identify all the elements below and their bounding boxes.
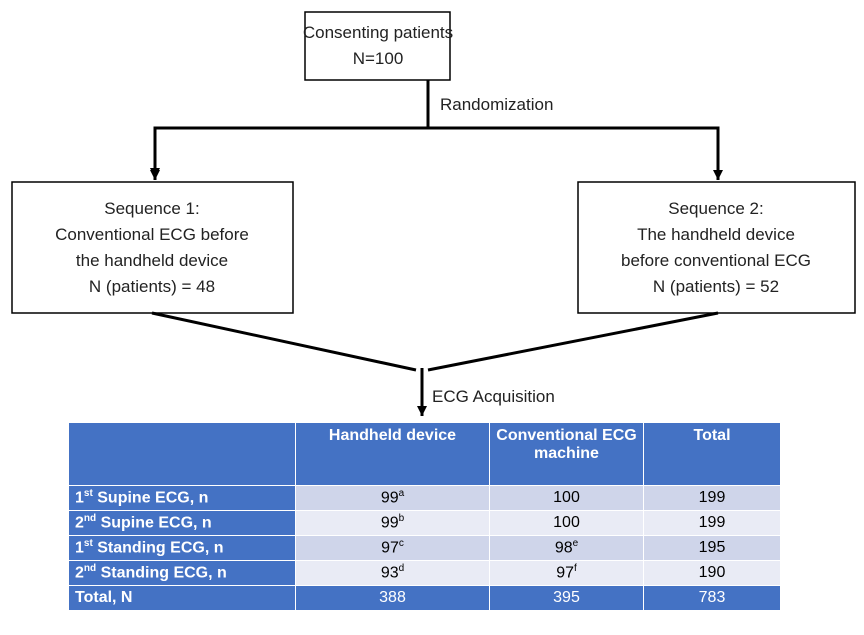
sequence-text: Conventional ECG before	[55, 225, 249, 244]
data-cell: 98e	[489, 535, 644, 561]
cell-value: 199	[698, 489, 726, 506]
cell-value: 388	[379, 589, 406, 606]
table-row: 2nd Supine ECG, n 99b 100 199	[68, 510, 781, 536]
data-cell: 99a	[295, 485, 490, 511]
data-cell: 100	[489, 485, 644, 511]
cell-value: 190	[698, 564, 726, 581]
header-cell: Conventional ECG machine	[489, 422, 644, 486]
split-line	[150, 126, 720, 178]
row-label: 2nd Standing ECG, n	[68, 560, 296, 586]
label-text: Supine ECG, n	[96, 514, 212, 532]
row-label: 2nd Supine ECG, n	[68, 510, 296, 536]
ordinal: 1	[75, 539, 84, 557]
footnote-mark: f	[574, 563, 577, 575]
ordinal-suffix: nd	[83, 513, 97, 525]
footnote-mark: a	[398, 488, 405, 500]
randomization-label: Randomization	[440, 95, 553, 114]
footnote-mark: b	[398, 513, 405, 525]
sequence-text: Sequence 2:	[668, 199, 763, 218]
data-cell: 395	[489, 585, 644, 611]
connector	[427, 311, 719, 372]
row-label: Total, N	[68, 585, 296, 611]
sequence-text: N (patients) = 48	[89, 277, 215, 296]
cell-value: 93	[380, 564, 399, 582]
footnote-mark: c	[398, 538, 404, 550]
header-row: Handheld device Conventional ECG machine T…	[68, 422, 781, 486]
header-cell: Total	[643, 422, 781, 486]
acquisition-label: ECG Acquisition	[432, 387, 555, 406]
table-row: 2nd Standing ECG, n 93d 97f 190	[68, 560, 781, 586]
label-text: Supine ECG, n	[92, 489, 209, 507]
table-row: 1st Standing ECG, n 97c 98e 195	[68, 535, 781, 561]
sequence-text: the handheld device	[76, 251, 228, 270]
cell-value: 98	[554, 539, 573, 557]
cell-value: 195	[698, 539, 726, 556]
table-row: Total, N 388 395 783	[68, 585, 781, 611]
footnote-mark: d	[398, 563, 405, 575]
cell-value: 783	[698, 589, 726, 606]
header-cell	[68, 422, 296, 486]
cell-value: 100	[553, 489, 580, 506]
data-cell: 195	[643, 535, 781, 561]
data-cell: 190	[643, 560, 781, 586]
row-label: 1st Standing ECG, n	[68, 535, 296, 561]
ordinal-suffix: nd	[83, 563, 97, 575]
cell-value: 199	[698, 514, 726, 531]
row-label: 1st Supine ECG, n	[68, 485, 296, 511]
ordinal: 2	[75, 514, 84, 532]
connector	[151, 311, 417, 372]
flowchart: Consenting patients N=100 Randomization …	[11, 11, 856, 416]
cell-value: 395	[553, 589, 580, 606]
cell-value: 100	[553, 514, 580, 531]
data-cell: 93d	[295, 560, 490, 586]
sequence-box	[11, 181, 294, 314]
cell-value: 99	[380, 489, 399, 507]
results-table: Handheld device Conventional ECG machine T…	[68, 422, 781, 611]
data-cell: 100	[489, 510, 644, 536]
cell-value: 97	[556, 564, 574, 582]
sequence-text: Sequence 1:	[104, 199, 199, 218]
ordinal: 1	[75, 489, 84, 507]
label-text: Standing ECG, n	[92, 539, 224, 557]
data-cell: 97f	[489, 560, 644, 586]
header-cell: Handheld device	[295, 422, 490, 486]
table-row: 1st Supine ECG, n 99a 100 199	[68, 485, 781, 511]
label-text: Standing ECG, n	[96, 564, 227, 582]
data-cell: 199	[643, 485, 781, 511]
sequence-text: The handheld device	[637, 225, 795, 244]
start-text: Consenting patients	[303, 23, 453, 42]
ordinal-suffix: st	[83, 488, 93, 500]
data-cell: 199	[643, 510, 781, 536]
start-box	[304, 11, 451, 81]
data-cell: 97c	[295, 535, 490, 561]
cell-value: 99	[380, 514, 399, 532]
sequence-text: before conventional ECG	[621, 251, 811, 270]
sequence-box	[577, 181, 856, 314]
sequence-text: N (patients) = 52	[653, 277, 779, 296]
footnote-mark: e	[572, 538, 579, 550]
start-text: N=100	[353, 49, 404, 68]
cell-value: 97	[381, 539, 399, 557]
data-cell: 388	[295, 585, 490, 611]
label-text: Total, N	[75, 589, 133, 606]
data-cell: 99b	[295, 510, 490, 536]
data-cell: 783	[643, 585, 781, 611]
ordinal: 2	[75, 564, 84, 582]
ordinal-suffix: st	[83, 538, 93, 550]
